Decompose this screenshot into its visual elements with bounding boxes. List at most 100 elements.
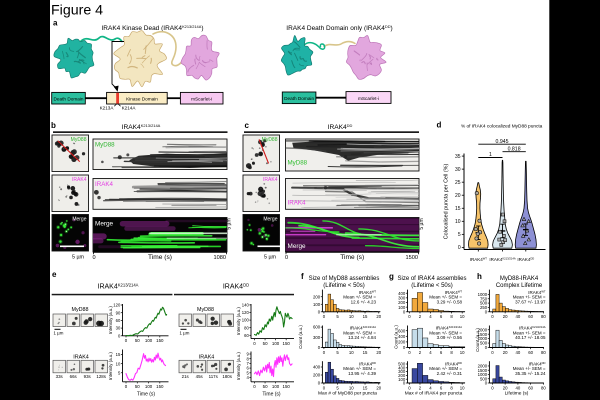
svg-text:f: f <box>301 272 304 281</box>
svg-text:d: d <box>437 121 442 130</box>
svg-text:Count (a.u.): Count (a.u.) <box>394 325 399 349</box>
svg-text:7: 7 <box>246 361 249 366</box>
svg-text:IRAK4DD: IRAK4DD <box>223 282 249 290</box>
svg-text:Mean +/- SEM =: Mean +/- SEM = <box>429 330 462 335</box>
svg-text:8: 8 <box>450 385 453 390</box>
svg-text:IRAK4: IRAK4 <box>72 177 87 183</box>
svg-text:Mean +/- SEM =: Mean +/- SEM = <box>343 366 376 371</box>
svg-text:150: 150 <box>156 384 164 389</box>
svg-text:8: 8 <box>450 314 453 319</box>
svg-text:Intensity (a.u.): Intensity (a.u.) <box>236 307 241 335</box>
svg-text:1500: 1500 <box>478 332 488 337</box>
svg-text:0: 0 <box>408 314 411 319</box>
svg-text:0: 0 <box>318 381 321 386</box>
svg-text:10: 10 <box>460 350 465 355</box>
svg-text:5 µm: 5 µm <box>72 254 85 260</box>
svg-text:750: 750 <box>480 296 488 301</box>
svg-text:0: 0 <box>323 385 326 390</box>
svg-text:60: 60 <box>528 314 533 319</box>
svg-text:Figure 4: Figure 4 <box>51 3 103 19</box>
svg-text:100: 100 <box>398 377 406 382</box>
svg-text:150: 150 <box>283 384 291 389</box>
svg-text:2000: 2000 <box>478 364 488 369</box>
svg-text:g: g <box>389 272 394 281</box>
svg-text:IRAK4: IRAK4 <box>288 200 306 207</box>
svg-text:5 µm: 5 µm <box>419 218 425 229</box>
svg-text:10: 10 <box>349 385 354 390</box>
svg-text:5: 5 <box>336 385 339 390</box>
svg-text:b: b <box>51 121 56 130</box>
svg-text:0: 0 <box>408 350 411 355</box>
svg-text:1080: 1080 <box>214 255 226 261</box>
svg-text:a: a <box>53 19 58 28</box>
svg-text:180s: 180s <box>222 374 232 379</box>
svg-text:500: 500 <box>398 362 406 367</box>
svg-text:2000: 2000 <box>478 327 488 332</box>
svg-text:0: 0 <box>491 385 494 390</box>
svg-text:Intensity (a.u.): Intensity (a.u.) <box>236 352 241 380</box>
svg-text:0: 0 <box>92 255 95 261</box>
svg-text:1000: 1000 <box>478 372 488 377</box>
svg-text:15: 15 <box>116 352 121 357</box>
svg-text:200: 200 <box>398 300 406 305</box>
svg-text:40: 40 <box>516 350 521 355</box>
svg-text:4: 4 <box>429 314 432 319</box>
svg-text:0: 0 <box>491 350 494 355</box>
svg-text:0: 0 <box>491 314 494 319</box>
svg-text:25: 25 <box>455 180 461 186</box>
svg-text:13.24 +/- 4.84: 13.24 +/- 4.84 <box>348 335 376 340</box>
svg-text:40: 40 <box>516 385 521 390</box>
svg-text:9: 9 <box>246 352 249 357</box>
svg-text:60: 60 <box>528 350 533 355</box>
svg-text:1000: 1000 <box>478 336 488 341</box>
svg-text:100: 100 <box>242 318 250 323</box>
svg-text:6: 6 <box>440 350 443 355</box>
svg-text:MyD88: MyD88 <box>197 307 214 313</box>
svg-text:12.6 +/- 4.23: 12.6 +/- 4.23 <box>351 300 377 305</box>
svg-text:0: 0 <box>253 384 256 389</box>
svg-text:60: 60 <box>244 333 249 338</box>
svg-text:600: 600 <box>313 325 321 330</box>
svg-text:35: 35 <box>455 154 461 160</box>
svg-text:1 µm: 1 µm <box>54 330 64 335</box>
svg-text:Kinase Domain: Kinase Domain <box>126 96 158 101</box>
svg-text:100: 100 <box>145 338 153 343</box>
svg-text:IRAK4DD: IRAK4DD <box>359 361 376 366</box>
svg-text:600: 600 <box>398 328 406 333</box>
svg-text:400: 400 <box>313 365 321 370</box>
svg-text:h: h <box>477 272 482 281</box>
svg-text:IRAK4: IRAK4 <box>73 354 89 360</box>
svg-text:5: 5 <box>118 370 121 375</box>
svg-text:500: 500 <box>480 341 488 346</box>
svg-text:Complex Lifetime: Complex Lifetime <box>496 283 543 289</box>
svg-text:Time (s): Time (s) <box>262 391 280 397</box>
svg-text:30: 30 <box>116 326 121 331</box>
svg-text:Mean +/- SEM =: Mean +/- SEM = <box>429 366 462 371</box>
svg-text:IRAK4DD: IRAK4DD <box>517 257 534 262</box>
svg-text:120: 120 <box>113 303 121 308</box>
svg-text:e: e <box>52 270 57 279</box>
svg-text:300: 300 <box>398 369 406 374</box>
svg-text:Intensity (a.u.): Intensity (a.u.) <box>108 306 113 334</box>
svg-text:90: 90 <box>116 310 121 315</box>
svg-text:400: 400 <box>398 291 406 296</box>
svg-text:200: 200 <box>313 373 321 378</box>
svg-text:2.42 +/- 0.31: 2.42 +/- 0.31 <box>437 371 463 376</box>
svg-text:0: 0 <box>403 345 406 350</box>
svg-text:IRAK4: IRAK4 <box>263 177 278 183</box>
svg-text:IRAK4WT: IRAK4WT <box>528 289 546 294</box>
svg-text:93s: 93s <box>84 374 92 379</box>
svg-text:2: 2 <box>419 385 422 390</box>
svg-text:Time (s): Time (s) <box>340 254 364 261</box>
svg-text:0: 0 <box>125 384 128 389</box>
svg-text:60: 60 <box>116 318 121 323</box>
svg-text:0: 0 <box>403 381 406 386</box>
svg-text:0: 0 <box>458 245 461 251</box>
svg-text:6: 6 <box>440 385 443 390</box>
svg-text:150: 150 <box>283 341 291 346</box>
svg-text:117s: 117s <box>209 374 219 379</box>
svg-text:K214A: K214A <box>122 105 137 110</box>
svg-text:Mean +/- SEM =: Mean +/- SEM = <box>343 330 376 335</box>
svg-text:50: 50 <box>135 338 140 343</box>
svg-text:13.95 +/- 4.39: 13.95 +/- 4.39 <box>348 371 376 376</box>
